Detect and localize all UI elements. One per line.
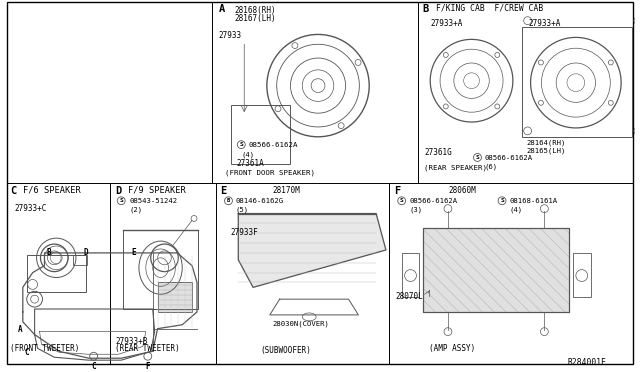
- Text: 27933+B: 27933+B: [115, 337, 148, 346]
- Text: S: S: [119, 198, 123, 203]
- Text: A: A: [18, 325, 22, 334]
- Text: F/KING CAB  F/CREW CAB: F/KING CAB F/CREW CAB: [436, 4, 543, 13]
- Text: (3): (3): [410, 207, 422, 213]
- Text: 28060M: 28060M: [449, 186, 477, 195]
- Text: D: D: [84, 248, 88, 257]
- Bar: [27, 255, 86, 292]
- Text: 27361A: 27361A: [236, 160, 264, 169]
- Text: 28170M: 28170M: [273, 186, 301, 195]
- Text: E: E: [131, 248, 136, 257]
- Bar: [73, 255, 87, 265]
- Text: S: S: [500, 198, 504, 203]
- Text: (FRONT DOOR SPEAKER): (FRONT DOOR SPEAKER): [225, 169, 314, 176]
- Text: 08146-6162G: 08146-6162G: [236, 198, 284, 204]
- Text: 27361G: 27361G: [424, 148, 452, 157]
- Text: 28167(LH): 28167(LH): [234, 14, 276, 23]
- Text: S: S: [400, 198, 404, 203]
- Text: 28168(RH): 28168(RH): [234, 6, 276, 15]
- Text: 08566-6162A: 08566-6162A: [410, 198, 458, 204]
- Text: 27933+C: 27933+C: [15, 204, 47, 213]
- Text: C: C: [25, 348, 29, 357]
- Text: 08543-51242: 08543-51242: [129, 198, 177, 204]
- Text: R284001E: R284001E: [568, 358, 607, 367]
- Text: (AMP ASSY): (AMP ASSY): [429, 344, 476, 353]
- Polygon shape: [238, 214, 386, 287]
- Text: F/6 SPEAKER: F/6 SPEAKER: [23, 186, 81, 195]
- Text: (SUBWOOFER): (SUBWOOFER): [260, 346, 311, 355]
- Bar: [157, 282, 192, 312]
- Text: 08566-6162A: 08566-6162A: [248, 142, 298, 148]
- Text: (REAR SPEAKER): (REAR SPEAKER): [424, 164, 487, 171]
- Text: A: A: [219, 4, 225, 14]
- Text: S: S: [239, 142, 243, 147]
- Text: B: B: [227, 198, 230, 203]
- Text: (5): (5): [236, 207, 248, 213]
- Text: E: E: [221, 186, 227, 196]
- Text: (4): (4): [241, 151, 254, 158]
- Text: 27933+A: 27933+A: [529, 19, 561, 28]
- Text: 28164(RH): 28164(RH): [527, 140, 566, 146]
- Text: C: C: [10, 186, 16, 196]
- Text: (FRONT TWEETER): (FRONT TWEETER): [10, 344, 79, 353]
- Text: (2): (2): [129, 207, 142, 213]
- Text: F: F: [394, 186, 400, 196]
- Text: 08566-6162A: 08566-6162A: [484, 154, 532, 160]
- Text: 27933F: 27933F: [230, 228, 258, 237]
- Text: (REAR TWEETER): (REAR TWEETER): [115, 344, 180, 353]
- Text: 27933: 27933: [219, 32, 242, 41]
- Text: 28070L: 28070L: [396, 292, 424, 301]
- Text: 27933+A: 27933+A: [430, 19, 463, 28]
- Bar: [423, 228, 569, 312]
- Bar: [402, 253, 419, 297]
- Text: B: B: [422, 4, 429, 14]
- Text: 08168-6161A: 08168-6161A: [510, 198, 558, 204]
- Text: F/9 SPEAKER: F/9 SPEAKER: [128, 186, 186, 195]
- Bar: [232, 105, 291, 164]
- Text: B: B: [47, 248, 51, 257]
- Text: (6): (6): [484, 163, 497, 170]
- Bar: [522, 26, 632, 137]
- Text: (4): (4): [510, 207, 523, 213]
- Text: F: F: [146, 362, 150, 371]
- Text: S: S: [476, 155, 479, 160]
- Bar: [573, 253, 591, 297]
- Text: 28030N(COVER): 28030N(COVER): [273, 321, 330, 327]
- Text: 28165(LH): 28165(LH): [527, 148, 566, 154]
- Text: C: C: [92, 362, 96, 371]
- Bar: [423, 228, 569, 312]
- Bar: [123, 230, 198, 309]
- Text: D: D: [115, 186, 122, 196]
